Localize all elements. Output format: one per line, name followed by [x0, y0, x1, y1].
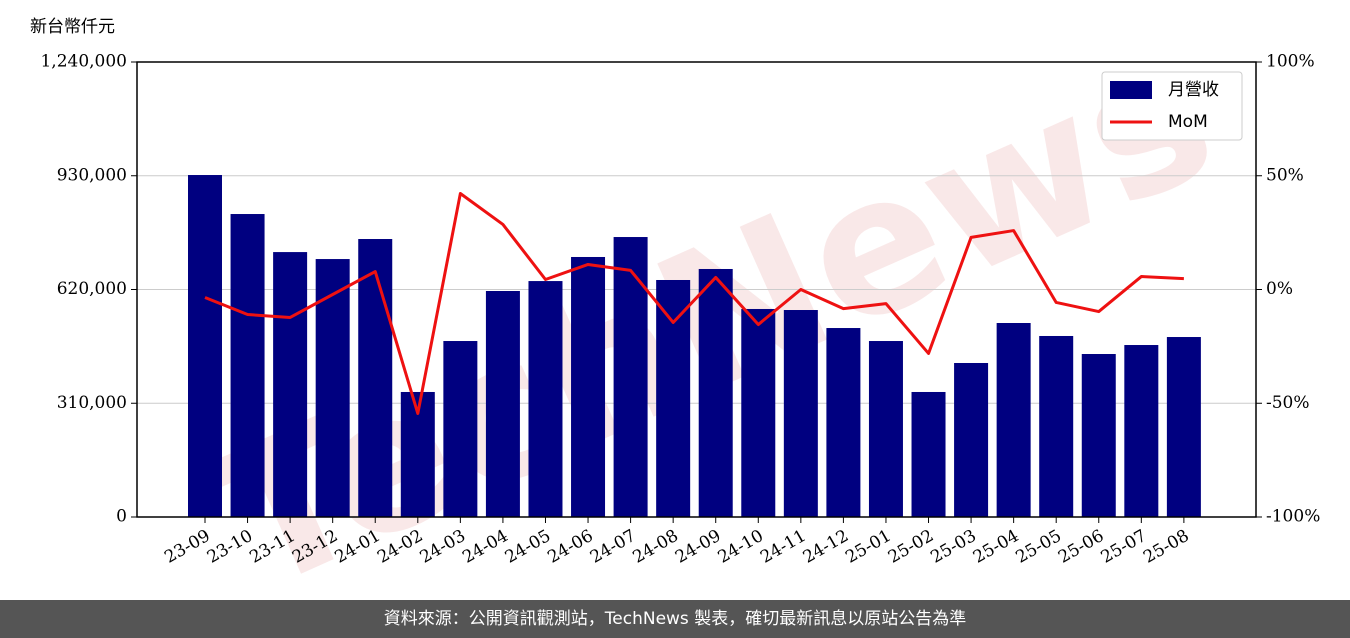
legend-label: MoM [1168, 112, 1208, 132]
y2-tick-label: 50% [1266, 165, 1304, 185]
x-tick-label: 25-06 [1055, 526, 1107, 568]
x-tick-label: 24-07 [587, 526, 639, 568]
bar [528, 281, 563, 517]
legend-swatch [1110, 81, 1152, 99]
bar [868, 341, 903, 517]
bar [911, 391, 946, 517]
bar [315, 259, 350, 517]
bar [954, 362, 989, 517]
bar [783, 310, 818, 517]
y-tick-label: 930,000 [57, 165, 127, 185]
y2-tick-label: 0% [1266, 279, 1293, 299]
x-tick-label: 24-09 [672, 526, 724, 568]
footer-text: 資料來源：公開資訊觀測站，TechNews 製表，確切最新訊息以原站公告為準 [384, 609, 966, 629]
bar [1124, 345, 1159, 517]
y2-tick-label: -100% [1266, 507, 1320, 527]
x-tick-label: 25-01 [842, 526, 894, 568]
x-tick-label: 25-07 [1098, 526, 1150, 568]
bar [443, 341, 478, 517]
bar [571, 256, 606, 517]
x-tick-label: 23-09 [161, 526, 213, 568]
y-axis-label: 新台幣仟元 [30, 17, 115, 37]
bar [698, 268, 733, 517]
bar [273, 252, 308, 518]
bar [996, 323, 1031, 517]
x-tick-label: 24-11 [757, 526, 809, 568]
x-tick-label: 25-08 [1140, 526, 1192, 568]
x-tick-label: 24-06 [544, 526, 596, 568]
y-tick-label: 0 [116, 507, 127, 527]
bar [826, 328, 861, 517]
bar [1039, 335, 1074, 517]
line [204, 191, 1184, 415]
bar [358, 239, 393, 517]
bar [1081, 354, 1116, 517]
legend-label: 月營收 [1168, 80, 1219, 100]
y2-tick-label: -50% [1266, 393, 1310, 413]
x-tick-label: 25-05 [1013, 526, 1065, 568]
x-tick-label: 25-02 [885, 526, 937, 568]
bar [485, 291, 520, 517]
bar [188, 175, 222, 518]
bar [741, 308, 776, 517]
bar [656, 279, 691, 517]
y2-tick-label: 100% [1266, 52, 1315, 72]
y-tick-label: 620,000 [57, 279, 127, 299]
y-tick-label: 310,000 [57, 393, 127, 413]
bar [230, 214, 265, 518]
x-tick-label: 24-10 [715, 526, 767, 568]
footer-bar [0, 600, 1350, 638]
x-tick-label: 25-04 [970, 526, 1022, 568]
x-tick-label: 24-05 [502, 526, 554, 568]
bar [1166, 337, 1201, 517]
plot-frame [136, 61, 1257, 518]
x-tick-label: 25-03 [927, 526, 979, 568]
y-tick-label: 1,240,000 [40, 52, 127, 72]
x-tick-label: 24-12 [800, 526, 852, 568]
x-tick-label: 24-08 [629, 526, 681, 568]
bar [613, 237, 648, 517]
